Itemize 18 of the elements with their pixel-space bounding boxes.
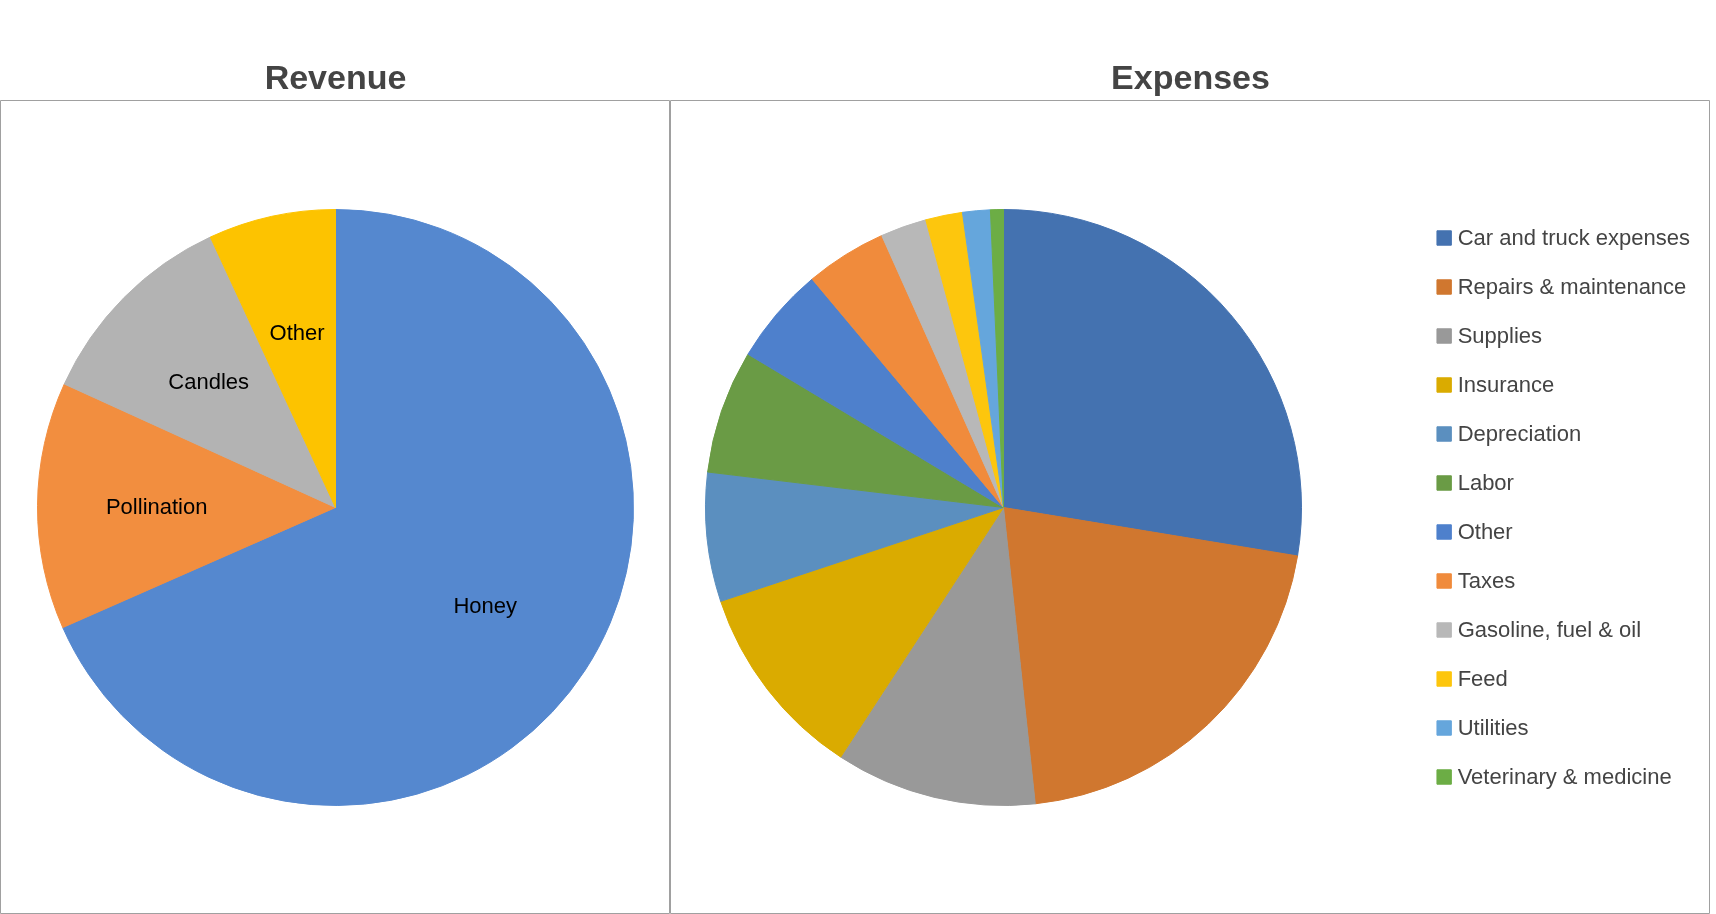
chart-title: Expenses [1111, 57, 1270, 96]
slice-label: Candles [168, 368, 250, 394]
legend-label: Veterinary & medicine [1457, 763, 1672, 790]
legend-label: Labor [1457, 469, 1514, 496]
slice-label: Other [269, 320, 325, 346]
legend-label: Feed [1457, 665, 1508, 692]
legend-label: Taxes [1457, 567, 1516, 594]
chart-title: Revenue [264, 57, 407, 96]
slice-label: Pollination [105, 493, 208, 519]
legend-label: Other [1457, 518, 1513, 545]
legend-label: Gasoline, fuel & oil [1457, 616, 1642, 643]
legend-label: Car and truck expenses [1457, 224, 1690, 251]
legend-label: Insurance [1457, 371, 1555, 398]
legend-label: Depreciation [1457, 420, 1582, 447]
slice-label: Honey [453, 592, 518, 618]
legend-label: Repairs & maintenance [1457, 273, 1687, 300]
legend-label: Utilities [1457, 714, 1529, 741]
legend-label: Supplies [1457, 322, 1543, 349]
